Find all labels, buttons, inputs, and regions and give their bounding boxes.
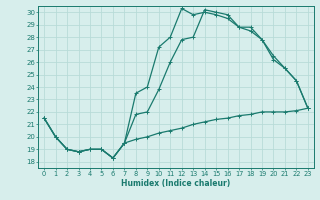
- X-axis label: Humidex (Indice chaleur): Humidex (Indice chaleur): [121, 179, 231, 188]
